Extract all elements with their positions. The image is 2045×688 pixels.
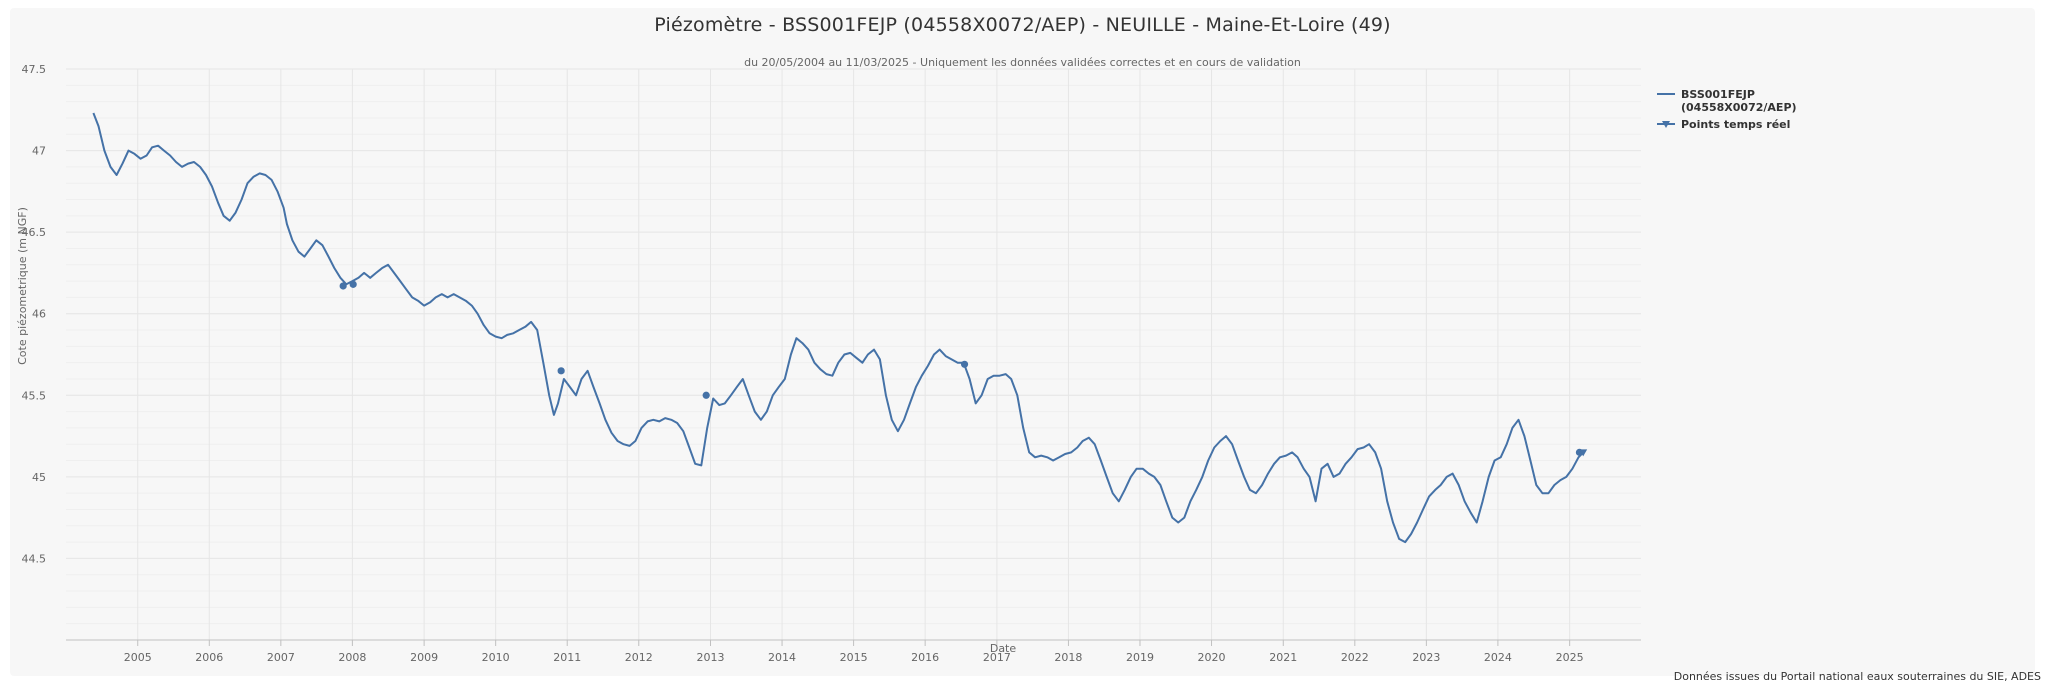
realtime-marker [960,360,969,368]
series-line [92,112,1584,544]
x-tick-label: 2008 [338,651,366,664]
y-tick-label: 47.5 [22,63,47,76]
x-tick-label: 2007 [267,651,295,664]
chart-title: Piézomètre - BSS001FEJP (04558X0072/AEP)… [654,14,1391,36]
legend-item-realtime[interactable]: Points temps réel [1656,118,1856,132]
line-swatch-icon [1656,88,1676,102]
x-tick-label: 2019 [1126,651,1154,664]
x-tick-label: 2010 [482,651,510,664]
credits-text: Données issues du Portail national eaux … [1673,670,2041,683]
realtime-marker [349,280,357,288]
y-tick-label: 46 [32,308,46,321]
x-tick-label: 2025 [1556,651,1584,664]
x-tick-label: 2016 [911,651,939,664]
x-tick-label: 2012 [625,651,653,664]
x-tick-label: 2006 [195,651,223,664]
x-tick-label: 2017 [983,651,1011,664]
x-tick-label: 2020 [1198,651,1226,664]
realtime-marker [339,282,347,290]
legend-label-series: BSS001FEJP (04558X0072/AEP) [1681,88,1797,114]
x-tick-label: 2023 [1412,651,1440,664]
y-tick-label: 47 [32,145,46,158]
realtime-markers [339,280,1588,457]
series-layer [92,112,1584,544]
x-tick-label: 2024 [1484,651,1512,664]
legend-item-series[interactable]: BSS001FEJP (04558X0072/AEP) [1656,88,1856,114]
legend: BSS001FEJP (04558X0072/AEP) Points temps… [1656,88,1856,136]
y-axis-label: Cote piézometrique (m NGF) [16,207,29,365]
realtime-marker [557,367,565,375]
x-tick-label: 2005 [124,651,152,664]
chart-subtitle: du 20/05/2004 au 11/03/2025 - Uniquement… [744,56,1301,69]
x-axis-ticks: 2005 2006 2007 2008 2009 2010 2011 2012 2013 2014… [66,639,1641,664]
gridlines [66,68,1641,641]
y-tick-label: 44.5 [22,552,47,565]
x-tick-label: 2015 [840,651,868,664]
legend-label-realtime: Points temps réel [1681,118,1791,131]
x-tick-label: 2009 [410,651,438,664]
triangle-marker-icon [1656,118,1676,132]
realtime-marker [702,391,710,399]
x-axis-label: Date [990,642,1017,655]
realtime-marker [1579,449,1588,457]
x-tick-label: 2018 [1054,651,1082,664]
x-tick-label: 2013 [697,651,725,664]
x-tick-label: 2022 [1341,651,1369,664]
chart-area [10,8,2035,676]
y-tick-label: 45.5 [22,389,47,402]
x-tick-label: 2021 [1269,651,1297,664]
x-tick-label: 2014 [768,651,796,664]
y-tick-label: 45 [32,471,46,484]
y-axis-ticks: 44.5 45 45.5 46 46.5 47 47.5 [22,63,47,565]
x-tick-label: 2011 [553,651,581,664]
y-tick-label: 46.5 [22,226,47,239]
